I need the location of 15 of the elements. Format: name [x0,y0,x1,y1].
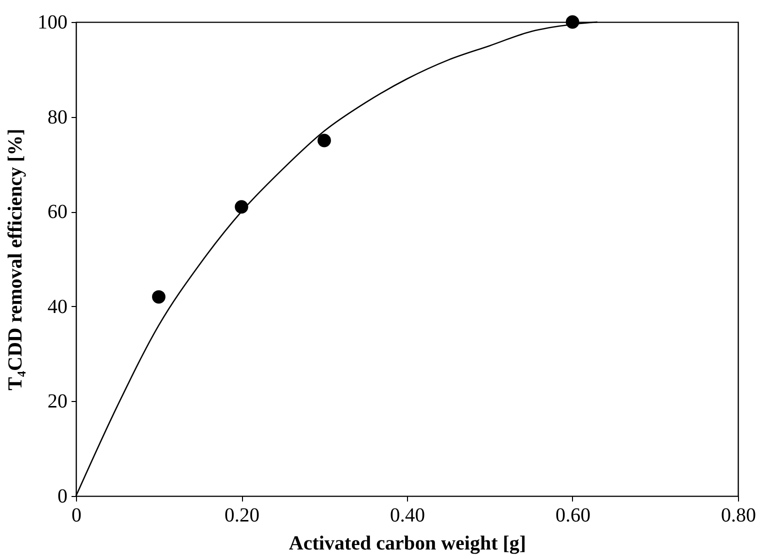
x-tick-label: 0.20 [224,504,260,526]
y-tick-label: 80 [48,106,68,128]
x-axis-title: Activated carbon weight [g] [288,532,526,554]
y-tick-label: 0 [58,486,68,508]
x-tick-label: 0 [72,504,82,526]
x-tick-label: 0.60 [556,504,590,526]
point [152,290,166,304]
point [318,134,331,148]
y-tick-label: 40 [48,296,68,318]
y-axis-title: T₄CDD removal efficiency [%] [4,128,26,390]
x-tick-label: 0.40 [390,504,425,526]
x-tick-label: 0.80 [721,504,756,526]
y-tick-label: 20 [48,390,68,413]
y-tick-label: 100 [38,12,68,34]
y-tick-label: 60 [48,201,68,224]
